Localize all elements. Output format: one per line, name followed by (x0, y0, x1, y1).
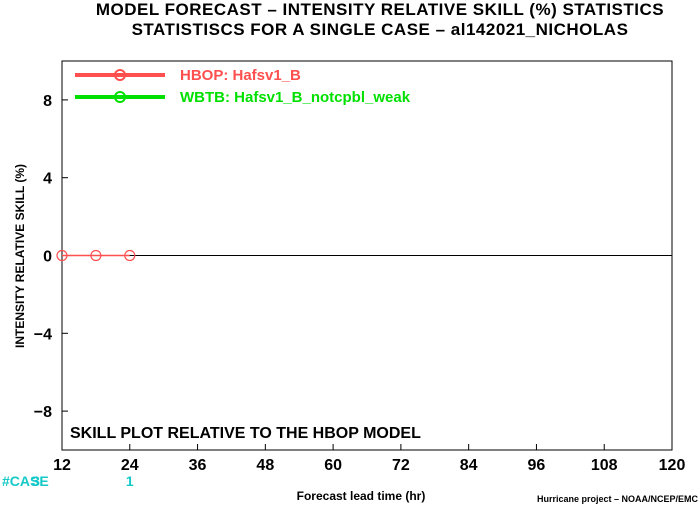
case-count: 3 (32, 473, 40, 489)
legend-label: WBTB: Hafsv1_B_notcpbl_weak (180, 89, 411, 106)
x-tick-label: 36 (189, 457, 207, 474)
x-tick-label: 120 (659, 457, 686, 474)
x-tick-label: 96 (528, 457, 546, 474)
legend: HBOP: Hafsv1_B WBTB: Hafsv1_B_notcpbl_wea… (75, 67, 411, 106)
y-tick-label: 4 (43, 171, 52, 188)
y-tick-label: −8 (34, 404, 52, 421)
chart-subtitle: STATISTISCS FOR A SINGLE CASE – al142021… (132, 20, 629, 39)
x-tick-label: 72 (392, 457, 410, 474)
data-point (124, 249, 136, 262)
x-tick-label: 84 (460, 457, 478, 474)
y-axis-label: INTENSITY RELATIVE SKILL (%) (13, 164, 27, 348)
case-label: #CASE (2, 473, 49, 489)
series-layer (56, 249, 136, 262)
chart-title: MODEL FORECAST – INTENSITY RELATIVE SKIL… (96, 0, 664, 19)
x-tick-label: 12 (53, 457, 71, 474)
x-tick-label: 60 (324, 457, 342, 474)
y-tick-label: 8 (43, 93, 52, 110)
y-tick-label: −4 (34, 326, 52, 343)
x-tick-label: 48 (256, 457, 274, 474)
data-point (90, 249, 102, 262)
y-axis: −8 −4 0 4 8 (34, 93, 68, 421)
y-tick-label: 0 (43, 249, 52, 266)
legend-label: HBOP: Hafsv1_B (180, 67, 301, 84)
x-axis-label: Forecast lead time (hr) (297, 489, 426, 503)
annotation: SKILL PLOT RELATIVE TO THE HBOP MODEL (70, 425, 421, 442)
credit: Hurricane project – NOAA/NCEP/EMC (537, 494, 699, 504)
legend-marker (114, 69, 126, 81)
x-tick-label: 108 (591, 457, 618, 474)
x-axis: 12 24 36 48 60 72 84 96 108 120 (53, 444, 685, 474)
case-count: 1 (126, 473, 134, 489)
data-point (56, 249, 68, 262)
legend-marker (114, 91, 126, 103)
x-tick-label: 24 (121, 457, 139, 474)
